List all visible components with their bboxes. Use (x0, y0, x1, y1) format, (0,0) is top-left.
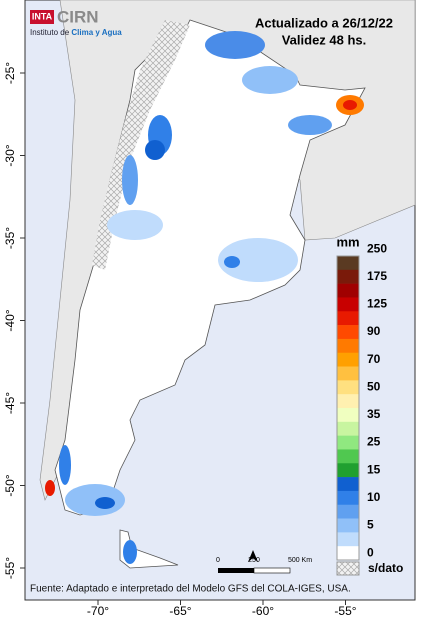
lat-tick-label: -35° (3, 227, 17, 249)
lon-tick-label: -70° (87, 604, 109, 618)
lat-tick-label: -55° (3, 557, 17, 579)
legend-label: 70 (367, 352, 381, 366)
legend-swatch (337, 421, 359, 436)
logo-name: CIRN (57, 7, 99, 26)
legend-swatch (337, 256, 359, 271)
legend-swatch (337, 435, 359, 450)
logo-badge: INTA (32, 11, 53, 21)
legend-swatch (337, 449, 359, 464)
scale-mid: 250 (248, 557, 260, 564)
legend-label: 250 (367, 241, 387, 255)
legend-swatch (337, 408, 359, 423)
lon-tick-label: -55° (334, 604, 356, 618)
legend-unit: mm (336, 234, 359, 249)
legend-swatch (337, 394, 359, 409)
legend-swatch (337, 325, 359, 340)
legend-label: 25 (367, 435, 381, 449)
legend-label: 15 (367, 462, 381, 476)
legend-label: 90 (367, 324, 381, 338)
lat-tick-label: -45° (3, 392, 17, 414)
legend-label: 5 (367, 518, 374, 532)
lat-tick-label: -25° (3, 62, 17, 84)
legend-swatch (337, 366, 359, 381)
legend-swatch (337, 297, 359, 312)
lat-tick-label: -40° (3, 309, 17, 331)
legend-label: 0 (367, 545, 374, 559)
legend-swatch (337, 518, 359, 533)
no-data-swatch (336, 561, 360, 576)
legend-swatch (337, 504, 359, 519)
footer: Fuente: Adaptado e interpretado del Mode… (30, 584, 351, 595)
scale-start: 0 (216, 557, 220, 564)
precipitation-areas (45, 31, 364, 564)
legend-swatch (337, 352, 359, 367)
institute-prefix: Instituto de (30, 28, 71, 37)
lon-tick-label: -65° (169, 604, 191, 618)
institute: Instituto de Clima y Agua (30, 28, 122, 37)
lat-tick-label: -30° (3, 144, 17, 166)
lat-tick-label: -50° (3, 474, 17, 496)
validity: Validez 48 hs. (282, 32, 367, 47)
legend-label: 10 (367, 490, 381, 504)
scale-end: 500 Km (288, 557, 312, 564)
legend-border (336, 255, 360, 561)
lon-tick-label: -60° (252, 604, 274, 618)
legend-label: 125 (367, 297, 387, 311)
legend-swatch (337, 477, 359, 492)
legend-label: 35 (367, 407, 381, 421)
axes: -25° -30° -35° -40° -45° -50° -55° -70° -65° -60°… (3, 62, 357, 618)
legend-swatch (337, 269, 359, 284)
updated: Actualizado a 26/12/22 (255, 15, 393, 30)
legend-swatch (337, 532, 359, 547)
legend-swatch (337, 463, 359, 478)
logo-badge-box (30, 10, 54, 24)
legend-swatch (337, 311, 359, 326)
no-data-area (92, 20, 190, 270)
no-data-label: s/dato (368, 561, 403, 575)
scale-bar (218, 550, 291, 574)
legend-swatch (337, 546, 359, 561)
legend-swatch (337, 380, 359, 395)
legend-swatch (337, 283, 359, 298)
legend-label: 50 (367, 379, 381, 393)
legend-swatch (337, 338, 359, 354)
legend-swatch (337, 490, 359, 506)
legend-label: 175 (367, 269, 387, 283)
institute-highlight: Clima y Agua (71, 28, 122, 37)
